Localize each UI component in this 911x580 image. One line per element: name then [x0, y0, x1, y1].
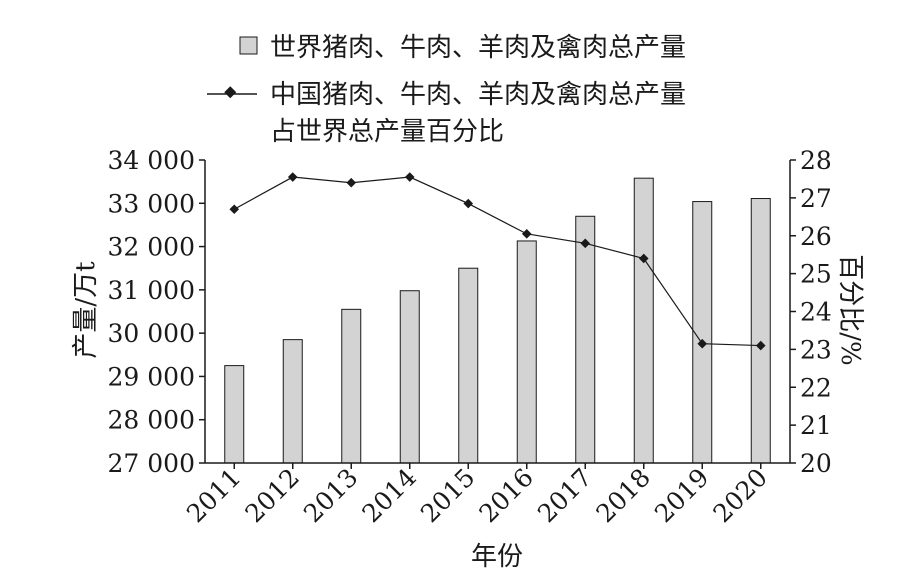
bars	[224, 177, 771, 464]
left-tick-label: 27 000	[108, 449, 195, 478]
legend-line-label-2: 占世界总产量百分比	[270, 117, 504, 147]
x-tick-label: 2016	[473, 463, 538, 528]
x-tick-label: 2019	[649, 463, 714, 528]
left-tick-label: 32 000	[108, 233, 195, 262]
line-point-2013	[346, 177, 357, 188]
legend-bar-label: 世界猪肉、牛肉、羊肉及禽肉总产量	[270, 33, 686, 63]
x-tick-label: 2012	[239, 463, 304, 528]
right-tick-label: 25	[800, 260, 832, 289]
line-point-2014	[404, 172, 415, 182]
bar-2017	[575, 215, 596, 464]
bar-2018	[633, 177, 654, 464]
left-tick-label: 34 000	[108, 146, 195, 175]
left-axis-title: 产量/万t	[71, 261, 101, 359]
left-tick-label: 29 000	[108, 362, 195, 391]
legend-line-marker	[224, 86, 237, 99]
line-point-2017	[580, 238, 591, 249]
left-tick-label: 33 000	[108, 189, 195, 218]
x-tick-label: 2014	[356, 463, 421, 528]
x-tick-label: 2017	[532, 463, 597, 528]
x-tick-label: 2013	[298, 463, 363, 528]
left-tick-label: 30 000	[108, 319, 195, 348]
legend-line-label-1: 中国猪肉、牛肉、羊肉及禽肉总产量	[270, 80, 686, 110]
right-tick-label: 21	[800, 411, 832, 440]
line-point-2015	[463, 198, 474, 209]
right-tick-label: 22	[800, 373, 832, 402]
x-axis-title: 年份	[471, 542, 523, 572]
right-tick-label: 27	[800, 184, 832, 213]
right-tick-label: 26	[800, 222, 832, 251]
line-point-2012	[287, 172, 298, 182]
bar-2016	[516, 240, 537, 464]
line-point-2016	[521, 229, 532, 239]
legend-bar-swatch	[239, 36, 258, 55]
x-tick-label: 2015	[415, 463, 480, 528]
bar-2014	[399, 290, 420, 464]
x-tick-label: 2020	[707, 463, 772, 528]
legend: 世界猪肉、牛肉、羊肉及禽肉总产量 中国猪肉、牛肉、羊肉及禽肉总产量 占世界总产量…	[207, 33, 686, 147]
right-tick-label: 20	[800, 449, 832, 478]
line-point-2019	[697, 338, 708, 349]
bar-2020	[750, 198, 771, 464]
left-tick-label: 28 000	[108, 406, 195, 435]
bar-2011	[224, 365, 245, 464]
line-point-2011	[229, 204, 240, 215]
right-tick-label: 23	[800, 335, 832, 364]
left-tick-label: 31 000	[108, 276, 195, 305]
right-tick-label: 28	[800, 146, 832, 175]
bar-2019	[692, 201, 713, 464]
line-point-2018	[638, 253, 649, 264]
x-tick-label: 2018	[590, 463, 655, 528]
right-axis-title: 百分比/%	[835, 254, 865, 365]
bar-2015	[458, 267, 479, 464]
line-point-2020	[755, 340, 766, 351]
percentage-line	[233, 176, 761, 347]
right-tick-label: 24	[800, 298, 832, 327]
bar-2012	[282, 339, 303, 464]
bar-2013	[341, 308, 362, 464]
line-series	[229, 172, 766, 351]
